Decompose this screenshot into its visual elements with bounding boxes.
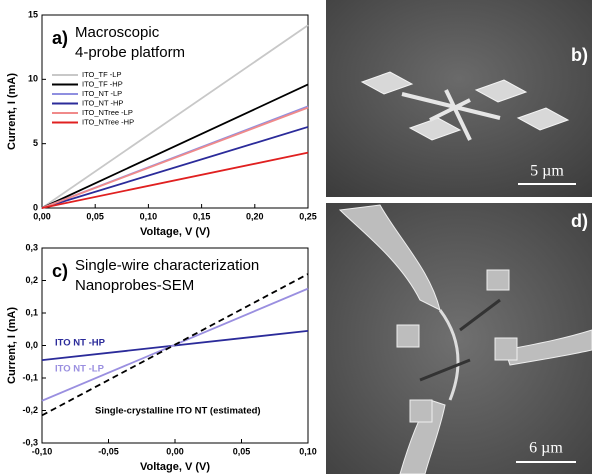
- legend-label: ITO_NTree -LP: [82, 108, 133, 117]
- series-line: [41, 126, 309, 209]
- panel-label: d): [571, 211, 588, 231]
- legend-label: ITO_TF -HP: [82, 79, 123, 88]
- x-tick-label: 0,05: [86, 211, 104, 221]
- panel-label: c): [52, 261, 68, 281]
- x-tick-label: 0,10: [299, 446, 317, 456]
- legend-label: ITO_NT -LP: [82, 89, 122, 98]
- y-tick-label: 0,1: [25, 307, 38, 317]
- y-axis-label: Current, I (mA): [6, 307, 18, 384]
- legend-label: ITO_NTree -HP: [82, 117, 134, 126]
- x-tick-label: 0,10: [140, 211, 158, 221]
- x-tick-label: 0,15: [193, 211, 211, 221]
- annotation: Nanoprobes-SEM: [75, 277, 194, 294]
- series-label: Single-crystalline ITO NT (estimated): [95, 406, 261, 417]
- x-tick-label: -0,10: [32, 446, 53, 456]
- y-tick-label: 10: [28, 74, 38, 84]
- x-tick-label: 0,05: [233, 446, 251, 456]
- series-label: ITO NT -LP: [55, 364, 105, 375]
- sem-image-d: d) 6 µm: [326, 203, 592, 474]
- series-line: [41, 106, 309, 209]
- series-line: [41, 24, 309, 209]
- legend-label: ITO_NT -HP: [82, 98, 123, 107]
- x-axis-label: Voltage, V (V): [140, 226, 210, 238]
- sem-image-b: b) 5 µm: [326, 0, 592, 197]
- panel-label: a): [52, 28, 68, 48]
- y-tick-label: 15: [28, 9, 38, 19]
- scale-bar-label: 5 µm: [530, 163, 564, 180]
- y-axis-label: Current, I (mA): [6, 73, 18, 150]
- legend-label: ITO_TF -LP: [82, 70, 121, 79]
- x-tick-label: -0,05: [98, 446, 119, 456]
- series-line: [41, 273, 309, 417]
- annotation: 4-probe platform: [75, 44, 185, 61]
- y-tick-label: 0,0: [25, 340, 38, 350]
- x-tick-label: 0,00: [33, 211, 51, 221]
- annotation: Macroscopic: [75, 24, 160, 41]
- x-tick-label: 0,25: [299, 211, 317, 221]
- scale-bar-label: 6 µm: [529, 440, 563, 457]
- series-line: [41, 151, 309, 209]
- y-tick-label: 5: [33, 138, 38, 148]
- x-tick-label: 0,20: [246, 211, 264, 221]
- y-tick-label: 0,2: [25, 275, 38, 285]
- series-label: ITO NT -HP: [55, 338, 106, 349]
- x-tick-label: 0,00: [166, 446, 184, 456]
- y-tick-label: -0,3: [22, 437, 38, 447]
- y-tick-label: 0,3: [25, 242, 38, 252]
- x-axis-label: Voltage, V (V): [140, 461, 210, 473]
- series-line: [41, 83, 309, 209]
- y-tick-label: 0: [33, 202, 38, 212]
- plot-frame: [41, 14, 309, 209]
- y-tick-label: -0,2: [22, 405, 38, 415]
- panel-label: b): [571, 45, 588, 65]
- y-tick-label: -0,1: [22, 372, 38, 382]
- annotation: Single-wire characterization: [75, 257, 259, 274]
